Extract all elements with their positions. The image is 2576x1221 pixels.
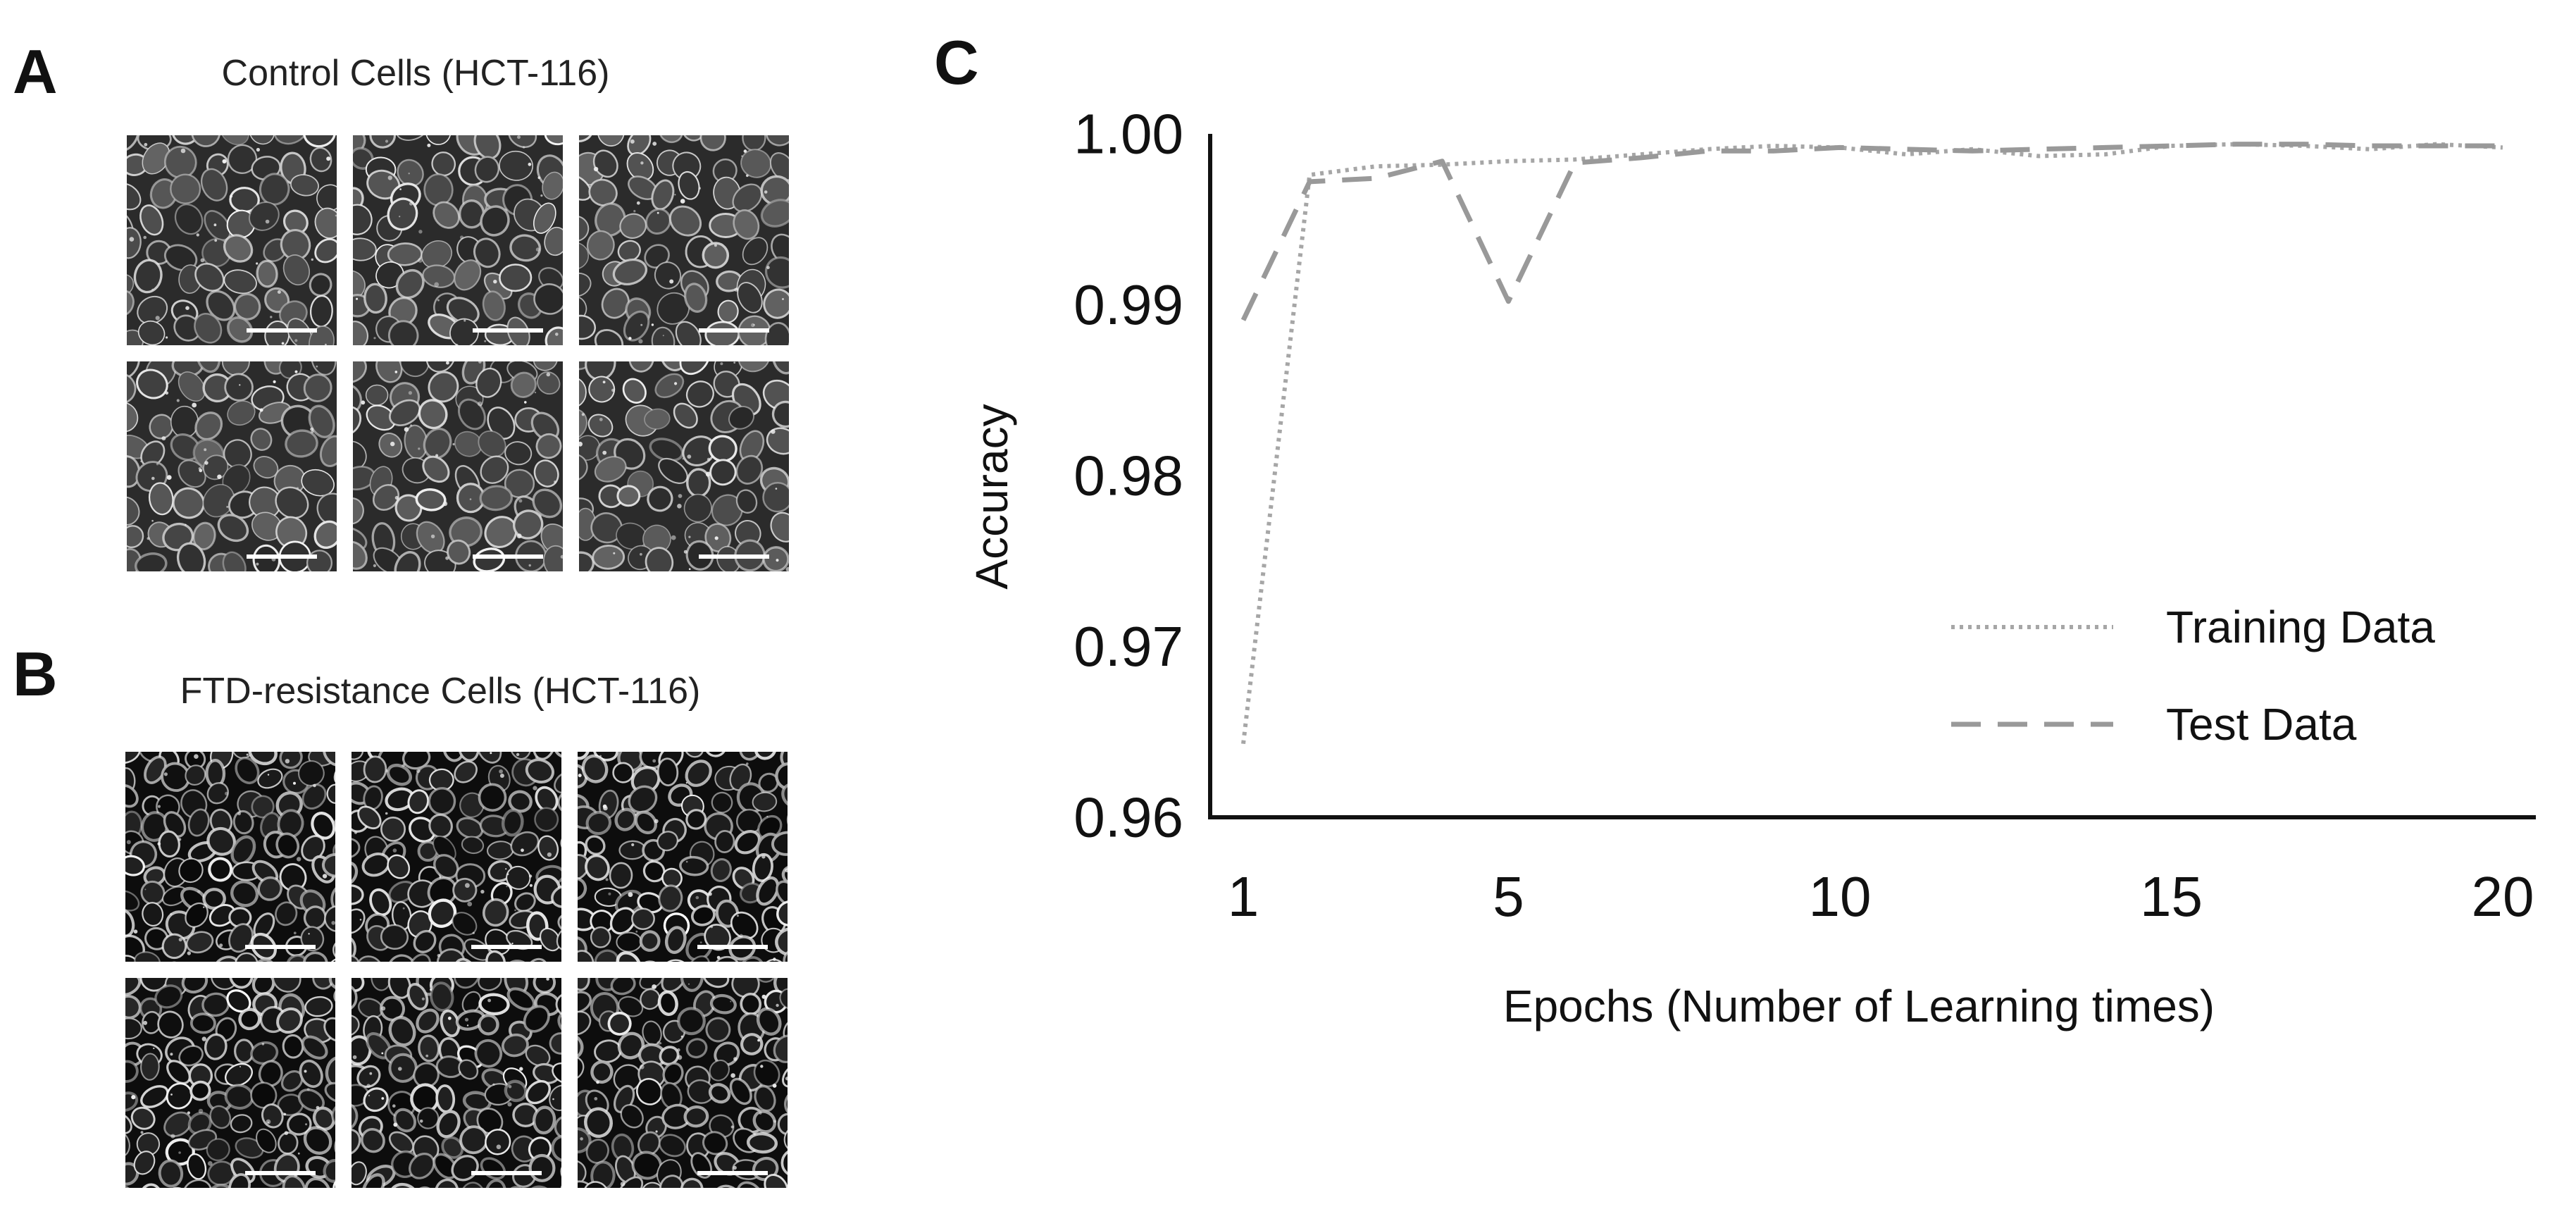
control-6-micrograph (579, 361, 789, 571)
panel-b-title: FTD-resistance Cells (HCT-116) (180, 671, 701, 712)
x-tick-label: 15 (2140, 865, 2203, 928)
y-tick-label: 1.00 (1074, 103, 1183, 166)
scale-bar (699, 328, 769, 333)
scale-bar (471, 945, 542, 949)
legend-label-test-data: Test Data (2166, 699, 2357, 750)
scale-bar (471, 1171, 542, 1175)
x-tick-label: 20 (2471, 865, 2534, 928)
x-tick-label: 1 (1228, 865, 1259, 928)
y-tick-label: 0.98 (1074, 445, 1183, 507)
scale-bar (699, 554, 769, 559)
y-axis-label: Accuracy (966, 404, 1017, 589)
panel-b-label: B (13, 639, 58, 709)
legend-label-training-data: Training Data (2166, 602, 2435, 652)
ftd-2-micrograph (351, 752, 561, 962)
control-1-micrograph (127, 135, 337, 345)
panel-c-label: C (934, 27, 979, 97)
training-data-series-line (1241, 142, 2503, 745)
ftd-4-micrograph (125, 978, 335, 1188)
ftd-3-micrograph (578, 752, 788, 962)
x-tick-label: 5 (1493, 865, 1524, 928)
y-tick-label: 0.96 (1074, 786, 1183, 849)
panel-a-label: A (13, 37, 58, 106)
scale-bar (697, 1171, 768, 1175)
x-axis-label: Epochs (Number of Learning times) (1503, 981, 2215, 1031)
control-5-micrograph (353, 361, 563, 571)
scale-bar (245, 1171, 316, 1175)
ftd-1-micrograph (125, 752, 335, 962)
y-tick-label: 0.99 (1074, 273, 1183, 336)
y-tick-label: 0.97 (1074, 615, 1183, 678)
scale-bar (247, 554, 317, 559)
control-cells-image-grid (127, 135, 789, 571)
ftd-resistance-cells-image-grid (125, 752, 788, 1188)
scale-bar (697, 945, 768, 949)
control-3-micrograph (579, 135, 789, 345)
x-tick-label: 10 (1808, 865, 1871, 928)
control-2-micrograph (353, 135, 563, 345)
scale-bar (473, 554, 543, 559)
ftd-5-micrograph (351, 978, 561, 1188)
test-data-series-line (1240, 142, 2503, 321)
panel-a-title: Control Cells (HCT-116) (221, 53, 610, 94)
scale-bar (245, 945, 316, 949)
scale-bar (473, 328, 543, 333)
control-4-micrograph (127, 361, 337, 571)
scale-bar (247, 328, 317, 333)
ftd-6-micrograph (578, 978, 788, 1188)
